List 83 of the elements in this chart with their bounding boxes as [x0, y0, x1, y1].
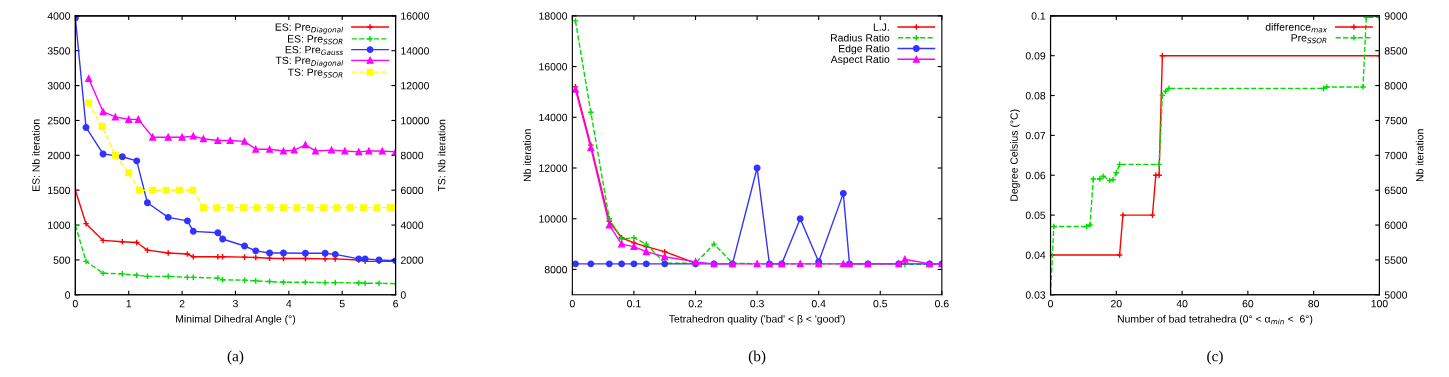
text: (a) [227, 350, 244, 365]
x-tick-label: 0 [72, 299, 78, 308]
y-tick-label: 4000 [47, 12, 71, 20]
legend-label: ES: Pre$_{SSOR}$ [287, 35, 343, 45]
x-tick-label: 40 [1176, 299, 1188, 308]
legend-label: Aspect Ratio [830, 55, 890, 66]
legend-label: L.J. [873, 23, 889, 31]
legend-label: Edge Ratio [839, 44, 890, 55]
y2-tick-label: 7000 [1384, 151, 1408, 160]
y-tick-label: 3500 [47, 47, 71, 55]
x-tick-label: 60 [1242, 299, 1254, 308]
y2-tick-label: 8000 [400, 151, 424, 160]
y-tick-label: 0.03 [1025, 291, 1046, 299]
x-axis-title: Number of bad tetrahedra (0° < α$_{min}$ < 6°) [1117, 314, 1313, 325]
x-tick-label: 0.3 [750, 299, 764, 308]
y-tick-label: 0.04 [1025, 251, 1046, 259]
y2-tick-label: 2000 [400, 256, 424, 264]
legend-label: ES: Pre$_{Diagonal}$ [275, 23, 344, 34]
y-tick-label: 500 [53, 256, 71, 264]
y2-tick-label: 6000 [1384, 221, 1408, 229]
y-tick-label: 0.06 [1025, 171, 1046, 180]
y2-tick-label: 5500 [1384, 256, 1408, 264]
y2-tick-label: 16000 [401, 12, 429, 20]
x-tick-label: 2 [179, 299, 185, 308]
y2-tick-label: 10000 [401, 116, 429, 125]
y2-tick-label: 8500 [1384, 47, 1408, 55]
legend-label: ES: Pre$_{Gauss}$ [285, 45, 344, 56]
legend-label: TS: Pre$_{Diagonal}$ [275, 56, 344, 68]
x-tick-label: 0.1 [627, 299, 641, 308]
y2-tick-label: 6000 [400, 186, 424, 195]
y-tick-label: 0.08 [1025, 92, 1046, 100]
y-tick-label: 10000 [539, 215, 568, 223]
y-axis-title: Nb iteration [523, 129, 531, 182]
y-axis-title: ES: Nb iteration [32, 119, 40, 191]
y2-axis-title: Nb iteration [1415, 129, 1424, 182]
y-tick-label: 0.09 [1025, 52, 1046, 60]
x-tick-label: 4 [286, 300, 292, 308]
y2-tick-label: 0 [400, 291, 406, 299]
x-tick-label: 0.2 [688, 299, 703, 308]
x-tick-label: 80 [1308, 299, 1320, 308]
y-tick-label: 3000 [47, 82, 71, 90]
legend-label: TS: Pre$_{SSOR}$ [287, 68, 343, 78]
x-tick-label: 0 [569, 299, 575, 308]
legend-label: Radius Ratio [830, 33, 890, 42]
y-tick-label: 14000 [539, 113, 568, 122]
text: (c) [1207, 350, 1223, 365]
x-axis-title: Minimal Dihedral Angle (°) [176, 314, 296, 325]
x-tick-label: 1 [126, 300, 132, 308]
y2-tick-label: 14000 [401, 47, 429, 55]
y2-tick-label: 6500 [1384, 186, 1408, 195]
y-tick-label: 1000 [48, 221, 71, 229]
x-tick-label: 0.6 [935, 299, 949, 308]
x-axis-title: Tetrahedron quality ('bad' < β < 'good') [669, 314, 845, 325]
y-tick-label: 16000 [539, 63, 568, 71]
y2-tick-label: 5000 [1384, 291, 1408, 299]
y2-tick-label: 7500 [1384, 116, 1408, 125]
y2-tick-label: 9000 [1384, 12, 1408, 20]
y-tick-label: 0.1 [1031, 12, 1046, 20]
x-tick-label: 0.4 [811, 299, 826, 308]
x-tick-label: 0 [1048, 299, 1054, 308]
y-tick-label: 0 [65, 291, 71, 299]
x-tick-label: 6 [393, 299, 399, 308]
x-tick-label: 3 [232, 299, 238, 308]
text: (b) [748, 350, 766, 365]
x-tick-label: 100 [1371, 299, 1388, 308]
y2-tick-label: 8000 [1384, 82, 1408, 90]
y-tick-label: 1500 [48, 186, 71, 195]
x-tick-label: 0.5 [873, 299, 888, 308]
y2-axis-title: TS: Nb iteration [437, 119, 446, 192]
legend-label: difference$_{max}$ [1265, 23, 1328, 33]
y-tick-label: 8000 [544, 265, 568, 274]
y-tick-label: 0.05 [1025, 211, 1046, 219]
y-tick-label: 0.07 [1025, 131, 1046, 140]
y2-tick-label: 12000 [401, 82, 429, 90]
legend-label: Pre$_{SSOR}$ [1291, 34, 1327, 44]
x-tick-label: 5 [339, 300, 345, 308]
y-tick-label: 2500 [47, 116, 71, 125]
y-axis-title: Degree Celsius (°C) [1010, 109, 1020, 201]
x-tick-label: 20 [1111, 299, 1122, 308]
y-tick-label: 12000 [539, 164, 568, 172]
y-tick-label: 18000 [539, 12, 568, 20]
y-tick-label: 2000 [47, 151, 71, 160]
y2-tick-label: 4000 [400, 221, 424, 229]
